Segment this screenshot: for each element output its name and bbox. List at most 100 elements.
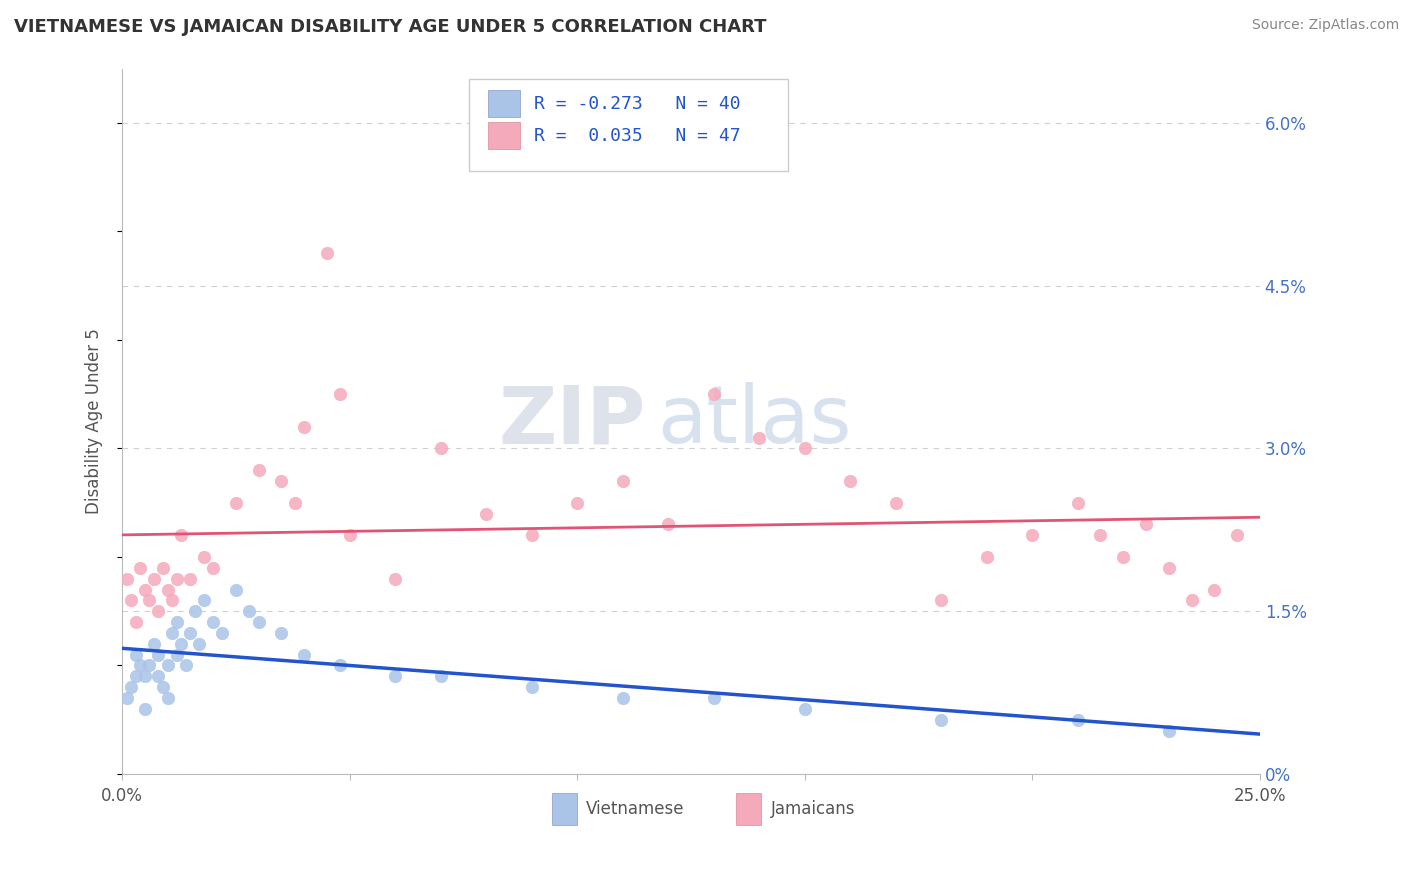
Point [115, 691, 138, 706]
Point [329, 658, 352, 673]
Point [384, 572, 406, 586]
Point [170, 637, 193, 651]
Point [884, 496, 907, 510]
Point [1135, 517, 1157, 532]
Point [125, 648, 148, 662]
Point [120, 680, 142, 694]
Point [384, 669, 406, 683]
Point [125, 669, 148, 683]
Point [1226, 528, 1249, 542]
Point [284, 496, 307, 510]
Point [270, 626, 292, 640]
Point [1067, 713, 1090, 727]
Point [703, 387, 725, 401]
Point [184, 604, 207, 618]
Point [748, 431, 770, 445]
Point [292, 648, 315, 662]
Point [142, 637, 165, 651]
Point [429, 442, 451, 456]
Point [202, 561, 225, 575]
Point [148, 604, 170, 618]
FancyBboxPatch shape [488, 90, 520, 117]
Point [142, 572, 165, 586]
Text: ZIP: ZIP [498, 383, 645, 460]
Text: VIETNAMESE VS JAMAICAN DISABILITY AGE UNDER 5 CORRELATION CHART: VIETNAMESE VS JAMAICAN DISABILITY AGE UN… [14, 18, 766, 36]
Point [156, 691, 179, 706]
Text: R =  0.035   N = 47: R = 0.035 N = 47 [534, 127, 741, 145]
Point [929, 713, 952, 727]
Point [170, 528, 193, 542]
Point [148, 648, 170, 662]
Point [1112, 549, 1135, 564]
Point [188, 637, 211, 651]
Point [134, 669, 156, 683]
Point [166, 572, 188, 586]
Point [520, 528, 543, 542]
Point [657, 517, 679, 532]
Y-axis label: Disability Age Under 5: Disability Age Under 5 [86, 328, 103, 514]
Point [225, 582, 247, 597]
Point [120, 593, 142, 607]
Point [1157, 561, 1180, 575]
Point [1090, 528, 1112, 542]
Point [329, 387, 352, 401]
Point [148, 669, 170, 683]
Point [429, 669, 451, 683]
Point [179, 572, 201, 586]
Point [270, 474, 292, 488]
Point [202, 615, 225, 629]
Point [339, 528, 361, 542]
Point [1157, 723, 1180, 738]
Point [565, 496, 588, 510]
Point [115, 572, 138, 586]
Point [134, 702, 156, 716]
Point [292, 419, 315, 434]
FancyBboxPatch shape [553, 793, 576, 825]
Point [129, 658, 152, 673]
Point [160, 593, 183, 607]
Point [247, 463, 270, 477]
FancyBboxPatch shape [488, 122, 520, 149]
Point [839, 474, 862, 488]
Point [211, 626, 233, 640]
Point [166, 615, 188, 629]
Point [703, 691, 725, 706]
Point [160, 626, 183, 640]
Point [166, 648, 188, 662]
Text: R = -0.273   N = 40: R = -0.273 N = 40 [534, 95, 741, 112]
Point [238, 604, 260, 618]
Point [1204, 582, 1226, 597]
Point [174, 658, 197, 673]
Point [125, 615, 148, 629]
Point [225, 496, 247, 510]
Point [134, 582, 156, 597]
Point [152, 561, 174, 575]
Point [520, 680, 543, 694]
FancyBboxPatch shape [737, 793, 762, 825]
Point [475, 507, 498, 521]
Point [1067, 496, 1090, 510]
Point [1180, 593, 1202, 607]
Point [156, 582, 179, 597]
Point [138, 658, 160, 673]
FancyBboxPatch shape [470, 79, 787, 171]
Point [976, 549, 998, 564]
Text: Jamaicans: Jamaicans [770, 800, 855, 818]
Point [247, 615, 270, 629]
Point [612, 691, 634, 706]
Point [612, 474, 634, 488]
Point [179, 626, 201, 640]
Point [929, 593, 952, 607]
Point [793, 442, 815, 456]
Text: Source: ZipAtlas.com: Source: ZipAtlas.com [1251, 18, 1399, 32]
Text: atlas: atlas [657, 383, 851, 460]
Point [129, 561, 152, 575]
Point [156, 658, 179, 673]
Point [1021, 528, 1043, 542]
Point [793, 702, 815, 716]
Text: Vietnamese: Vietnamese [586, 800, 685, 818]
Point [315, 246, 337, 260]
Point [138, 593, 160, 607]
Point [152, 680, 174, 694]
Point [193, 549, 215, 564]
